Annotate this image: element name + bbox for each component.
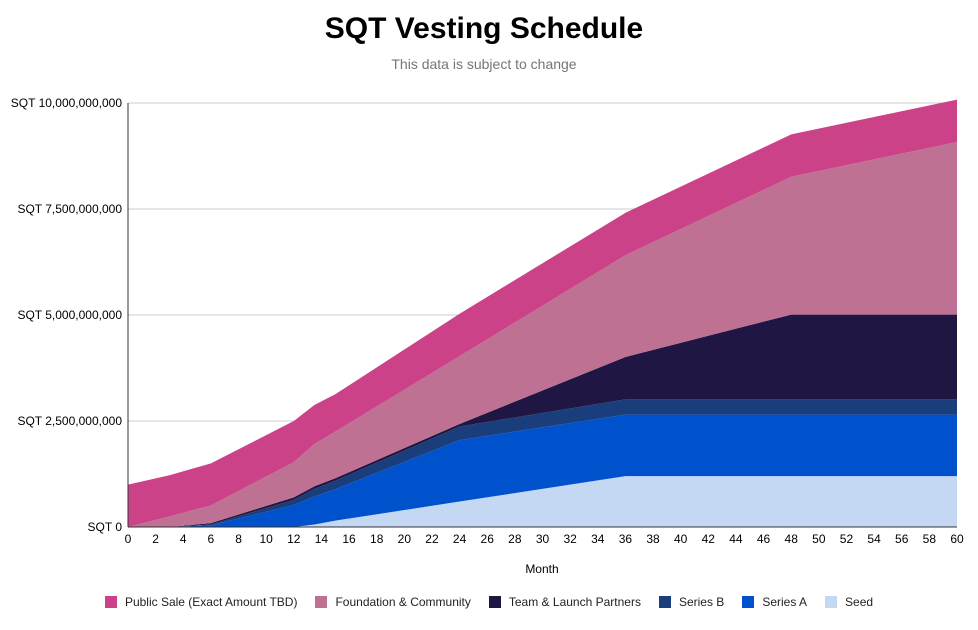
legend-swatch xyxy=(742,596,755,608)
legend-label: Series A xyxy=(762,595,808,609)
x-tick-label: 28 xyxy=(508,532,522,546)
chart-title: SQT Vesting Schedule xyxy=(324,12,644,45)
x-tick-label: 10 xyxy=(259,532,273,546)
x-tick-label: 12 xyxy=(287,532,301,546)
y-tick-label: SQT 5,000,000,000 xyxy=(17,308,122,322)
x-tick-label: 24 xyxy=(453,532,467,546)
legend-item: Series A xyxy=(742,595,807,609)
x-tick-label: 42 xyxy=(702,532,716,546)
x-tick-label: 30 xyxy=(536,532,550,546)
legend-swatch xyxy=(104,596,117,608)
x-tick-label: 58 xyxy=(923,532,937,546)
legend-swatch xyxy=(658,596,671,608)
x-tick-label: 18 xyxy=(370,532,384,546)
y-tick-label: SQT 7,500,000,000 xyxy=(17,202,122,216)
legend-item: Foundation & Community xyxy=(315,595,471,609)
x-tick-label: 60 xyxy=(950,532,964,546)
x-tick-label: 2 xyxy=(152,532,159,546)
x-tick-label: 4 xyxy=(180,532,187,546)
x-tick-label: 52 xyxy=(840,532,854,546)
x-tick-label: 44 xyxy=(729,532,743,546)
legend-item: Seed xyxy=(825,595,873,609)
legend-label: Public Sale (Exact Amount TBD) xyxy=(124,595,298,609)
x-axis-title: Month xyxy=(525,562,558,576)
y-tick-label: SQT 2,500,000,000 xyxy=(17,414,122,428)
y-tick-label: SQT 10,000,000,000 xyxy=(11,96,123,110)
legend-item: Series B xyxy=(658,595,725,609)
chart-legend: Public Sale (Exact Amount TBD) Foundation… xyxy=(0,595,978,609)
legend-swatch xyxy=(825,596,838,608)
x-tick-label: 0 xyxy=(125,532,132,546)
x-tick-label: 6 xyxy=(208,532,215,546)
x-tick-label: 50 xyxy=(812,532,826,546)
x-tick-label: 32 xyxy=(563,532,577,546)
series-area-series-b xyxy=(128,399,957,527)
series-area-team-launch-partners xyxy=(128,314,957,527)
legend-item: Public Sale (Exact Amount TBD) xyxy=(104,595,298,609)
x-tick-label: 16 xyxy=(342,532,356,546)
series-area-foundation-community xyxy=(128,142,957,527)
x-tick-label: 26 xyxy=(481,532,495,546)
legend-label: Team & Launch Partners xyxy=(508,595,641,609)
series-area-series-a xyxy=(128,414,957,527)
x-tick-label: 38 xyxy=(646,532,660,546)
legend-label: Series B xyxy=(678,595,725,609)
x-tick-label: 34 xyxy=(591,532,605,546)
x-tick-label: 48 xyxy=(785,532,799,546)
x-tick-label: 46 xyxy=(757,532,771,546)
x-tick-label: 56 xyxy=(895,532,909,546)
x-tick-label: 22 xyxy=(425,532,439,546)
x-tick-label: 54 xyxy=(867,532,881,546)
series-area-seed xyxy=(128,476,957,527)
legend-label: Seed xyxy=(845,595,874,609)
x-tick-label: 20 xyxy=(398,532,412,546)
x-tick-label: 14 xyxy=(315,532,329,546)
x-tick-label: 40 xyxy=(674,532,688,546)
legend-swatch xyxy=(488,596,501,608)
chart-subtitle: This data is subject to change xyxy=(391,56,577,72)
legend-swatch xyxy=(315,596,328,608)
y-tick-label: SQT 0 xyxy=(88,520,123,534)
legend-label: Foundation & Community xyxy=(335,595,471,609)
series-area-public-sale-exact-amount-tbd xyxy=(128,99,957,528)
x-tick-label: 8 xyxy=(235,532,242,546)
legend-item: Team & Launch Partners xyxy=(488,595,641,609)
x-tick-label: 36 xyxy=(619,532,633,546)
